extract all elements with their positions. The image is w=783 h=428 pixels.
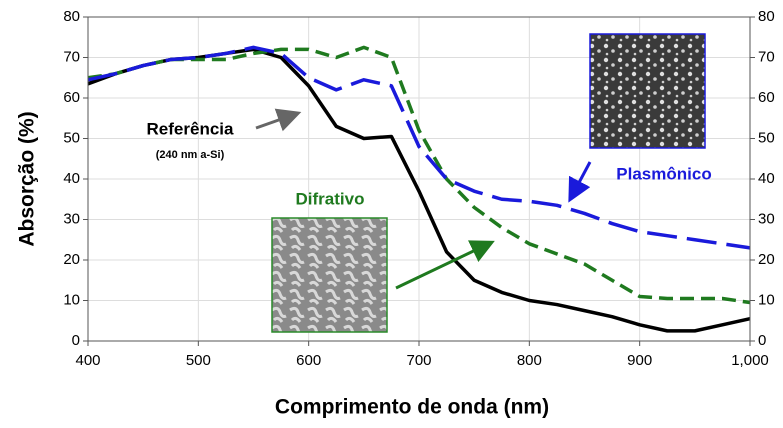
series-label: Plasmônico bbox=[616, 164, 711, 183]
inset-plasmonico bbox=[590, 34, 705, 148]
y2-tick-label: 50 bbox=[758, 129, 775, 146]
series-label: Difrativo bbox=[296, 189, 365, 208]
y2-tick-label: 30 bbox=[758, 210, 775, 227]
y-tick-label: 10 bbox=[63, 291, 80, 308]
x-tick-label: 600 bbox=[296, 352, 321, 369]
y2-tick-label: 60 bbox=[758, 89, 775, 106]
y-tick-label: 70 bbox=[63, 48, 80, 65]
y-tick-label: 80 bbox=[63, 8, 80, 25]
y2-tick-label: 20 bbox=[758, 251, 775, 268]
y-tick-label: 40 bbox=[63, 170, 80, 187]
x-axis-label: Comprimento de onda (nm) bbox=[275, 396, 549, 419]
x-tick-label: 700 bbox=[406, 352, 431, 369]
arrow bbox=[256, 116, 290, 128]
x-tick-label: 500 bbox=[186, 352, 211, 369]
y-tick-label: 50 bbox=[63, 129, 80, 146]
arrow bbox=[396, 246, 484, 288]
series-label: Referência bbox=[147, 119, 234, 138]
x-tick-label: 800 bbox=[517, 352, 542, 369]
inset-difrativo bbox=[272, 218, 387, 332]
y2-tick-label: 0 bbox=[758, 332, 766, 349]
y2-tick-label: 10 bbox=[758, 291, 775, 308]
y2-tick-label: 70 bbox=[758, 48, 775, 65]
annotation: (240 nm a-Si) bbox=[156, 149, 225, 161]
y2-tick-label: 40 bbox=[758, 170, 775, 187]
x-tick-label: 400 bbox=[75, 352, 100, 369]
y-tick-label: 60 bbox=[63, 89, 80, 106]
y-tick-label: 20 bbox=[63, 251, 80, 268]
x-tick-label: 1,000 bbox=[731, 352, 769, 369]
y-axis-label: Absorção (%) bbox=[16, 111, 39, 246]
x-tick-label: 900 bbox=[627, 352, 652, 369]
arrow bbox=[574, 162, 590, 192]
y2-tick-label: 80 bbox=[758, 8, 775, 25]
y-tick-label: 0 bbox=[72, 332, 80, 349]
y-tick-label: 30 bbox=[63, 210, 80, 227]
chart: Referência (240 nm a-Si) Difrativo Plasm… bbox=[0, 0, 783, 423]
